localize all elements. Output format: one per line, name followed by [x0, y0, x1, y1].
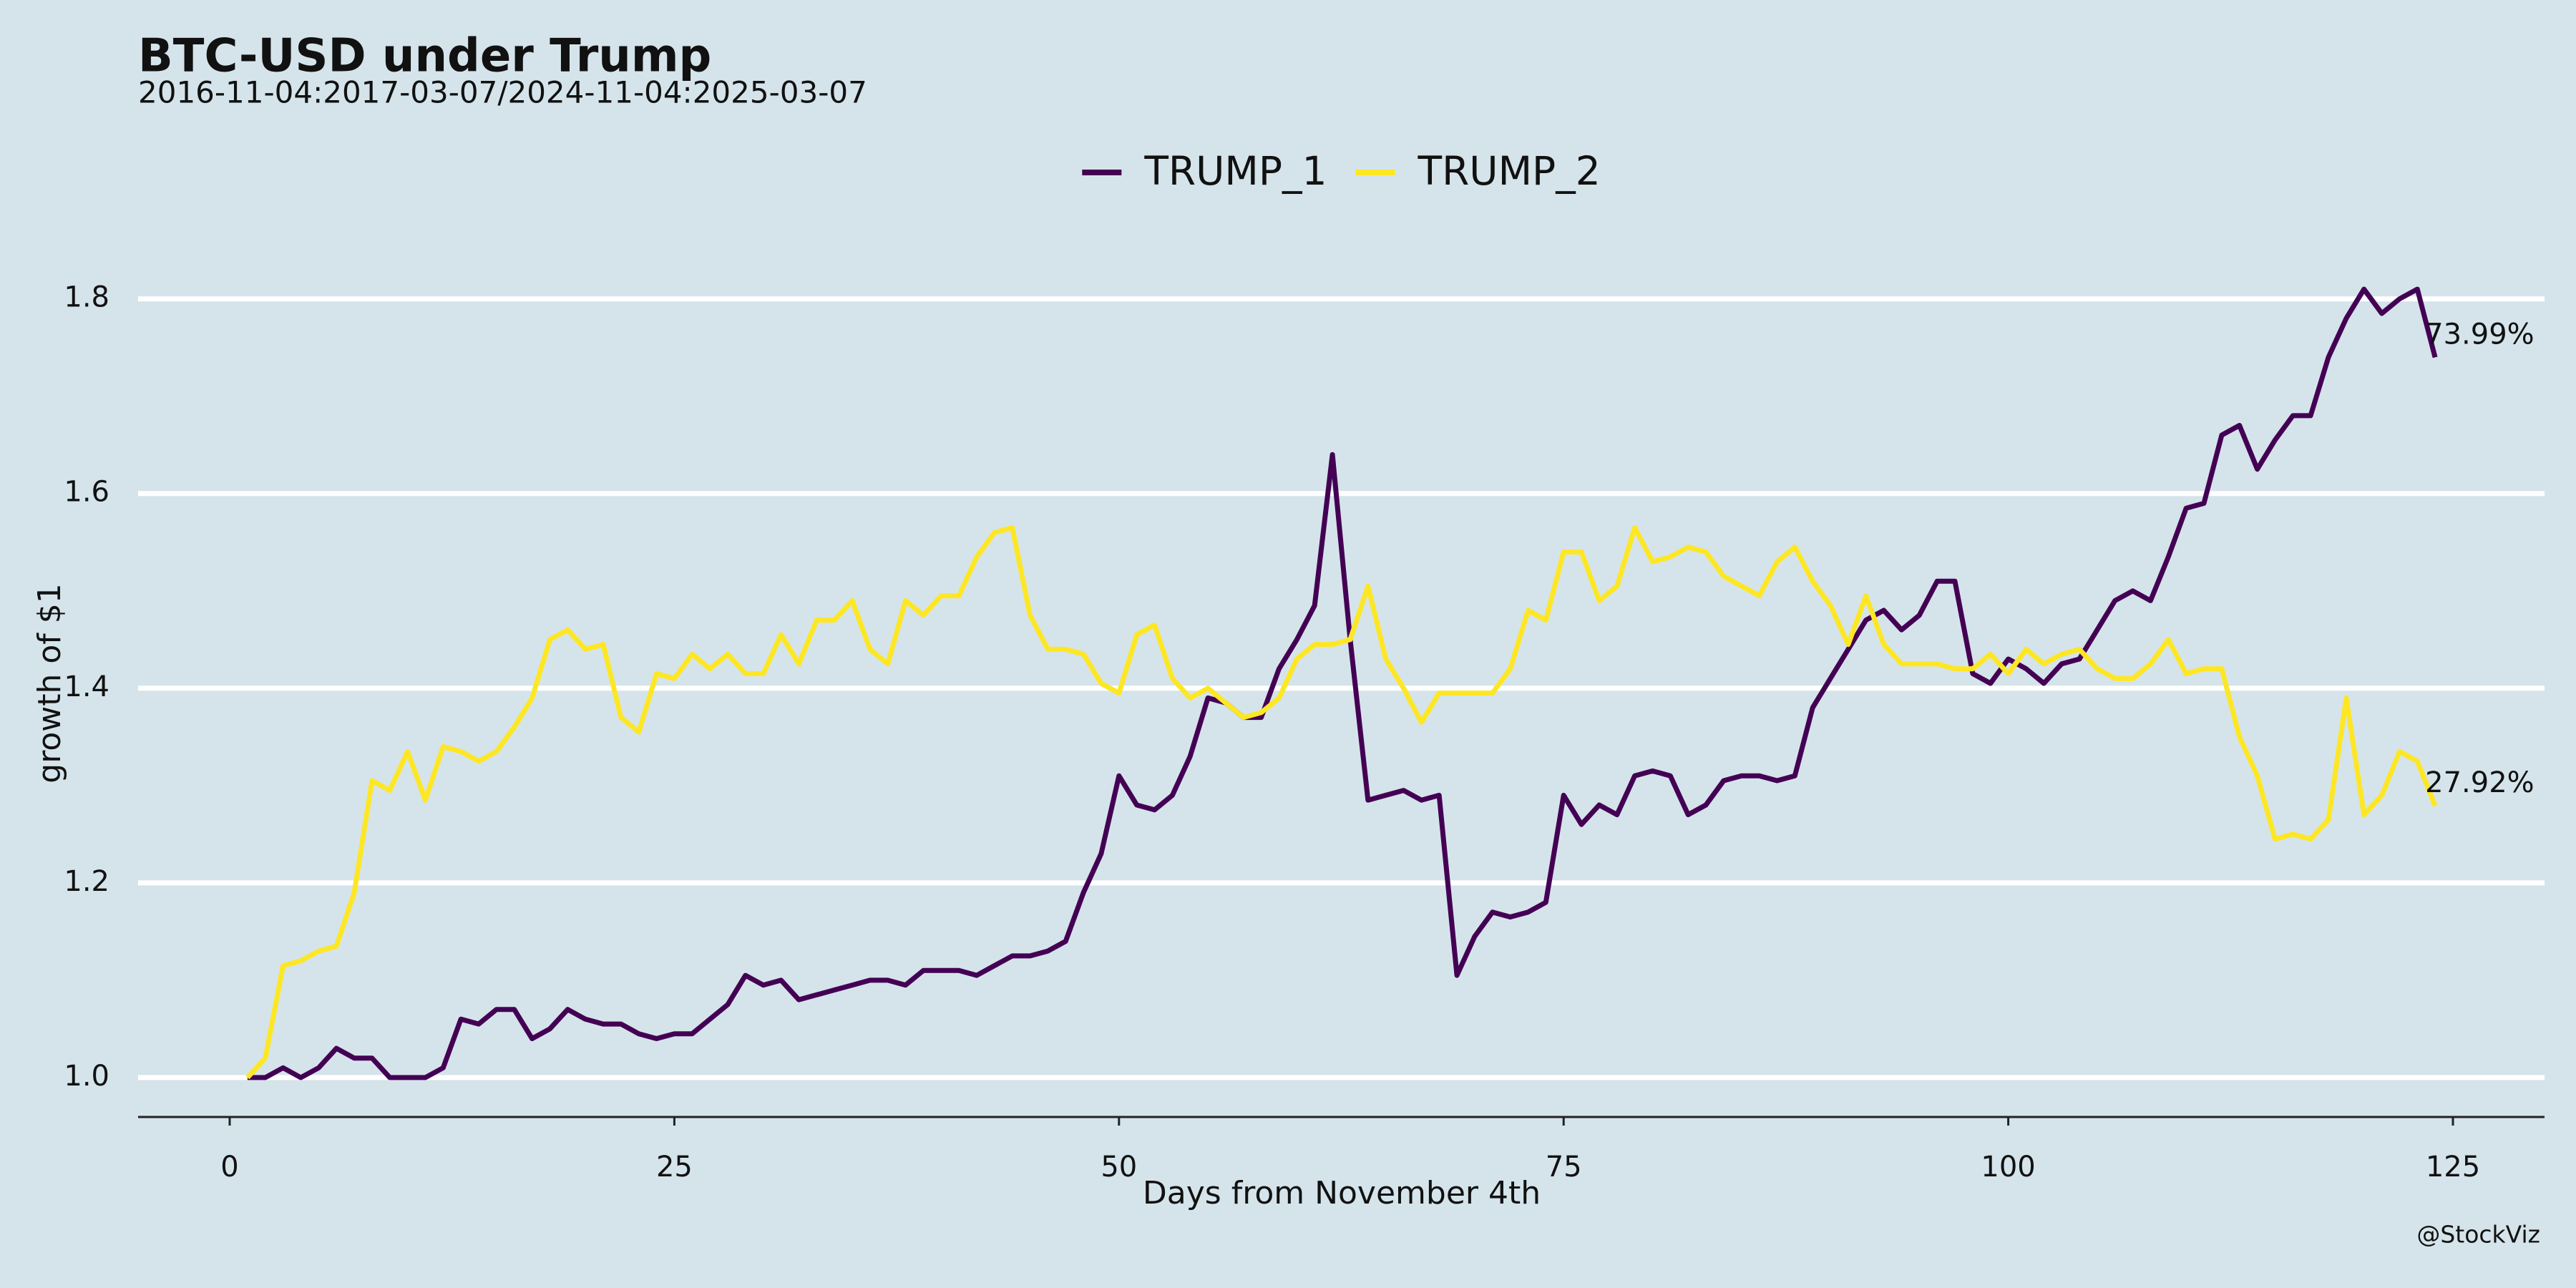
y-axis-label: growth of $1 [31, 583, 68, 783]
x-axis-label: Days from November 4th [1143, 1175, 1541, 1211]
y-tick-label: 1.6 [64, 476, 109, 509]
x-tick-label: 0 [220, 1151, 238, 1184]
end-label: 27.92% [2425, 766, 2534, 799]
y-tick-label: 1.2 [64, 865, 109, 898]
end-label: 73.99% [2425, 318, 2534, 351]
x-tick-label: 50 [1101, 1151, 1137, 1184]
x-tick-label: 25 [656, 1151, 693, 1184]
chart-subtitle: 2016-11-04:2017-03-07/2024-11-04:2025-03… [138, 75, 867, 110]
y-tick-label: 1.4 [64, 670, 109, 703]
x-tick-label: 75 [1546, 1151, 1582, 1184]
chart-title: BTC-USD under Trump [138, 30, 711, 83]
y-tick-label: 1.8 [64, 281, 109, 314]
caption: @StockViz [2416, 1221, 2540, 1249]
legend-label: TRUMP_2 [1418, 148, 1601, 194]
x-tick-label: 125 [2426, 1151, 2480, 1184]
legend-label: TRUMP_1 [1143, 148, 1327, 194]
series-line [247, 286, 2438, 1080]
x-tick-label: 100 [1981, 1151, 2035, 1184]
y-tick-label: 1.0 [64, 1060, 109, 1093]
series-line [245, 525, 2438, 1080]
